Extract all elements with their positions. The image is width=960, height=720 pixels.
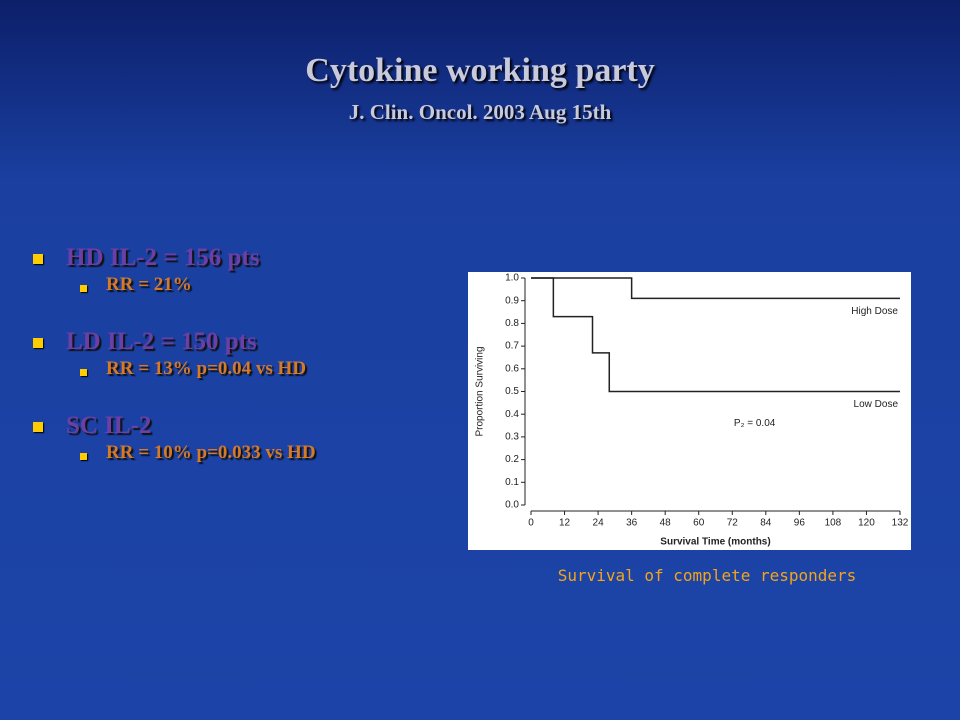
sub-bullet-text: RR = 10% p=0.033 vs HD	[106, 442, 316, 463]
annotation: P₂ = 0.04	[734, 418, 776, 429]
sub-bullet-text: RR = 21%	[106, 274, 192, 295]
y-tick-label: 0.0	[505, 500, 519, 511]
bullet-text: SC IL-2	[66, 412, 152, 439]
y-tick-label: 0.4	[505, 409, 519, 420]
x-axis-label: Survival Time (months)	[660, 537, 770, 548]
bullet	[80, 285, 87, 292]
bullet	[33, 338, 43, 348]
x-tick-label: 72	[727, 518, 739, 529]
y-tick-label: 0.3	[505, 432, 519, 443]
y-axis-label: Proportion Surviving	[475, 346, 486, 436]
x-tick-label: 96	[794, 518, 806, 529]
y-tick-label: 0.6	[505, 363, 519, 374]
x-tick-label: 120	[858, 518, 875, 529]
y-tick-label: 1.0	[505, 273, 519, 284]
survival-line	[531, 277, 900, 393]
x-tick-label: 36	[626, 518, 638, 529]
y-tick-label: 0.5	[505, 386, 519, 397]
x-tick-label: 132	[892, 518, 909, 529]
title: Cytokine working party	[305, 52, 655, 89]
survival-line	[531, 277, 900, 300]
x-tick-label: 24	[593, 518, 605, 529]
series-label: High Dose	[851, 306, 898, 317]
bullet	[33, 254, 43, 264]
chart: 0.0 0.1 0.2 0.3 0.4 0.5 0.6 0.7 0.8 0.9 1.0 0 12 24 36…	[468, 272, 911, 550]
y-tick-label: 0.9	[505, 295, 519, 306]
y-tick-label: 0.8	[505, 318, 519, 329]
bullet-text: HD IL-2 = 156 pts	[66, 244, 260, 271]
bullet	[80, 453, 87, 460]
x-tick-label: 108	[825, 518, 842, 529]
x-tick-label: 12	[559, 518, 571, 529]
y-tick-label: 0.7	[505, 341, 519, 352]
x-tick-label: 84	[760, 518, 772, 529]
bullet	[33, 422, 43, 432]
sub-bullet-text: RR = 13% p=0.04 vs HD	[106, 358, 307, 379]
caption: Survival of complete responders	[557, 566, 857, 585]
bullet-text: LD IL-2 = 150 pts	[66, 328, 257, 355]
x-tick-label: 0	[528, 518, 534, 529]
subtitle: J. Clin. Oncol. 2003 Aug 15th	[348, 100, 612, 124]
series-label: Low Dose	[854, 399, 899, 410]
y-tick-label: 0.2	[505, 454, 519, 465]
x-tick-label: 48	[660, 518, 672, 529]
x-tick-label: 60	[693, 518, 705, 529]
bullet	[80, 369, 87, 376]
y-tick-label: 0.1	[505, 477, 519, 488]
